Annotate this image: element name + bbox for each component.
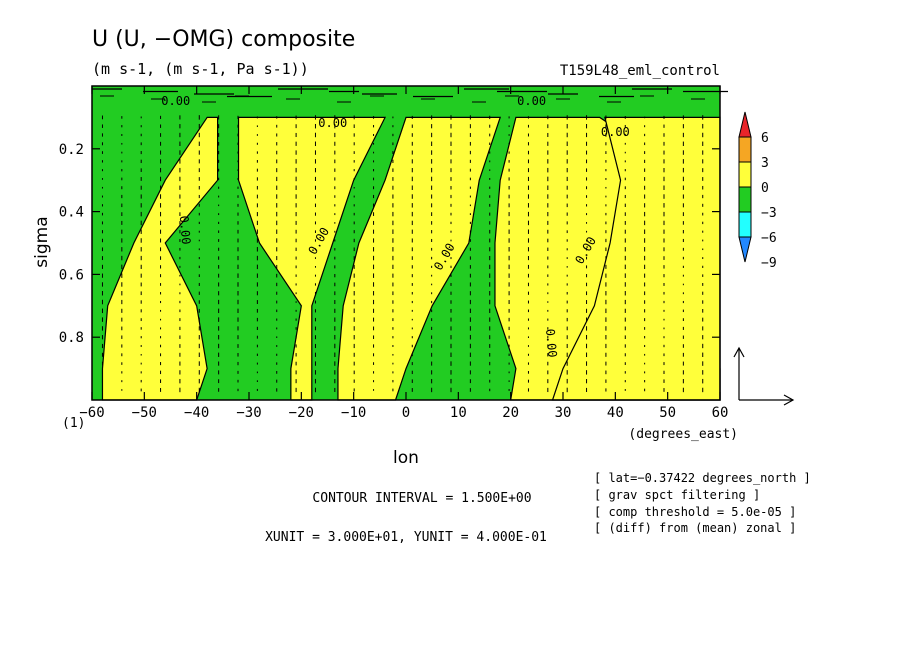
chart-subtitle: (m s-1, (m s-1, Pa s-1)) xyxy=(92,60,309,78)
y-tick-label: 0.8 xyxy=(59,330,84,346)
contour-label: 0.00 xyxy=(543,328,559,358)
x-tick-label: 40 xyxy=(607,405,624,421)
note-line: [ lat=−0.37422 degrees_north ] xyxy=(594,471,811,485)
colorbar: 6 3 0 −3 −6 −9 xyxy=(738,111,777,271)
contour-label: 0.00 xyxy=(318,116,347,130)
y-tick-label: 0.4 xyxy=(59,205,84,221)
axis-ticks: −60 −50 −40 −30 −20 −10 0 10 20 30 40 50 60 0.2 0.4 0.6… xyxy=(59,86,729,421)
note-line: [ comp threshold = 5.0e-05 ] xyxy=(594,505,796,519)
contour-label: 0.00 xyxy=(601,125,630,139)
x-tick-label: 10 xyxy=(450,405,467,421)
colorbar-label: 3 xyxy=(761,156,769,171)
x-tick-label: −10 xyxy=(341,405,366,421)
colorbar-label: 0 xyxy=(761,181,769,196)
x-axis-label: lon xyxy=(393,448,419,468)
contour-interval-text: CONTOUR INTERVAL = 1.500E+00 xyxy=(312,491,531,506)
colorbar-cap-bottom xyxy=(738,236,752,263)
colorbar-label: −3 xyxy=(761,206,777,221)
colorbar-segment xyxy=(738,186,752,213)
unit-text: XUNIT = 3.000E+01, YUNIT = 4.000E-01 xyxy=(265,530,547,545)
x-tick-label: −50 xyxy=(132,405,157,421)
colorbar-cap-top xyxy=(738,111,752,138)
contour-label: 0.00 xyxy=(517,94,546,108)
x-tick-label: −40 xyxy=(184,405,209,421)
x-tick-label: −30 xyxy=(236,405,261,421)
reference-vector-icon xyxy=(733,346,795,406)
colorbar-segment xyxy=(738,161,752,188)
x-tick-label: 50 xyxy=(659,405,676,421)
note-line: [ grav spct filtering ] xyxy=(594,488,760,502)
x-tick-label: −60 xyxy=(79,405,104,421)
contour-label: 0.00 xyxy=(177,215,193,245)
y-axis-label: sigma xyxy=(32,216,52,267)
x-tick-label: 60 xyxy=(712,405,729,421)
colorbar-label: 6 xyxy=(761,131,769,146)
colorbar-label: −6 xyxy=(761,231,777,246)
run-label: T159L48_eml_control xyxy=(560,63,720,79)
y-tick-label: 0.2 xyxy=(59,142,84,158)
colorbar-segment xyxy=(738,136,752,163)
wind-vectors xyxy=(101,115,704,393)
x-tick-label: 0 xyxy=(402,405,410,421)
plot-area: 0.00 0.00 0.000.000.000.000.000.000.00 xyxy=(91,85,728,401)
x-tick-label: −20 xyxy=(289,405,314,421)
corner-label: (1) xyxy=(62,416,85,431)
contour-label: 0.00 xyxy=(161,94,190,108)
x-unit-label: (degrees_east) xyxy=(628,427,738,442)
x-tick-label: 30 xyxy=(555,405,572,421)
note-line: [ (diff) from (mean) zonal ] xyxy=(594,521,796,535)
colorbar-segment xyxy=(738,211,752,238)
x-tick-label: 20 xyxy=(502,405,519,421)
colorbar-label: −9 xyxy=(761,256,777,271)
y-tick-label: 0.6 xyxy=(59,267,84,283)
chart-title: U (U, −OMG) composite xyxy=(92,27,355,52)
